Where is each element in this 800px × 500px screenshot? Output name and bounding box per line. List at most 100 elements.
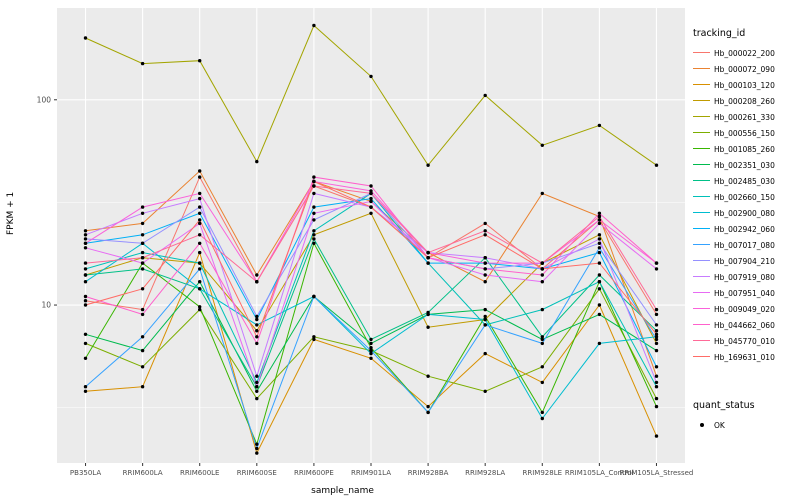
legend-key-line-icon (693, 286, 710, 300)
legend-label: Hb_002942_060 (714, 224, 775, 234)
data-point (312, 175, 316, 179)
data-point (369, 199, 373, 204)
data-point (255, 442, 259, 446)
data-point (140, 335, 145, 339)
data-point (83, 237, 88, 241)
legend-key-line-icon (693, 318, 710, 332)
data-point (426, 325, 430, 329)
data-point (255, 451, 259, 455)
data-point (369, 196, 373, 201)
data-point (483, 267, 487, 271)
data-point (654, 396, 659, 401)
data-point (83, 233, 88, 237)
data-point (540, 365, 544, 369)
data-point (255, 335, 259, 339)
data-point (654, 374, 659, 378)
black-point-icon (693, 418, 710, 432)
legend-entry-Hb_002900_080: Hb_002900_080 (693, 205, 798, 221)
legend-key-line-icon (693, 62, 710, 76)
data-point (83, 332, 88, 336)
data-point (140, 256, 145, 260)
data-point (255, 159, 259, 164)
y-axis-title: FPKM + 1 (6, 191, 16, 235)
data-point (540, 335, 544, 339)
data-point (426, 374, 430, 378)
data-point (312, 211, 316, 215)
data-point (140, 348, 145, 353)
data-point (369, 191, 373, 196)
x-tick-label: RRIM600LA (123, 469, 163, 477)
legend-key-line-icon (693, 190, 710, 204)
x-tick-label: RRIM105LA_Stressed (620, 469, 694, 477)
data-point (426, 410, 430, 415)
legend-label: Hb_007904_210 (714, 256, 775, 266)
data-point (426, 261, 430, 265)
quant-legend-label: OK (714, 420, 725, 430)
data-point (369, 184, 373, 188)
data-point (255, 317, 259, 322)
legend-label: Hb_000022_200 (714, 48, 775, 58)
data-point (140, 267, 145, 271)
legend-label: Hb_007919_080 (714, 272, 775, 282)
data-point (483, 233, 487, 237)
data-point (255, 280, 259, 284)
quant-legend-title: quant_status (693, 400, 755, 411)
data-point (540, 337, 544, 342)
legend-entry-Hb_007904_210: Hb_007904_210 (693, 253, 798, 269)
legend-key-line-icon (693, 350, 710, 364)
data-point (597, 312, 602, 317)
data-point (312, 229, 316, 233)
data-point (483, 389, 487, 393)
legend-entry-Hb_002351_030: Hb_002351_030 (693, 157, 798, 173)
legend-key-line-icon (693, 142, 710, 156)
data-point (255, 323, 259, 327)
x-tick-label: PB350LA (70, 469, 101, 477)
data-point (654, 337, 659, 342)
data-point (255, 385, 259, 389)
data-point (540, 273, 544, 277)
data-point (597, 261, 602, 265)
data-point (83, 356, 88, 360)
data-point (483, 273, 487, 277)
quant-status-legend: quant_status OK (693, 400, 798, 433)
legend-entry-Hb_000072_090: Hb_000072_090 (693, 61, 798, 77)
legend-entry-Hb_007919_080: Hb_007919_080 (693, 269, 798, 285)
data-point (83, 385, 88, 389)
data-point (83, 299, 88, 303)
data-point (198, 261, 202, 265)
quant-legend-entry: OK (693, 417, 798, 433)
data-point (83, 280, 88, 284)
data-point (654, 385, 659, 389)
data-point (483, 261, 487, 265)
data-point (369, 348, 373, 353)
legend-key-line-icon (693, 158, 710, 172)
legend-label: Hb_044662_060 (714, 320, 775, 330)
data-point (369, 205, 373, 209)
data-point (597, 287, 602, 291)
data-point (140, 233, 145, 237)
data-point (83, 389, 88, 393)
data-point (426, 256, 430, 260)
legend-label: Hb_002351_030 (714, 160, 775, 170)
data-point (255, 374, 259, 378)
data-point (597, 246, 602, 250)
legend-entry-Hb_001085_260: Hb_001085_260 (693, 141, 798, 157)
data-point (540, 307, 544, 312)
x-tick-label: RRIM928LA (465, 469, 505, 477)
data-point (483, 323, 487, 327)
data-point (83, 36, 88, 40)
data-point (198, 59, 202, 63)
data-point (198, 191, 202, 196)
legend-label: Hb_009049_020 (714, 304, 775, 314)
data-point (597, 341, 602, 346)
data-point (597, 233, 602, 237)
data-point (369, 351, 373, 356)
legend-key-line-icon (693, 238, 710, 252)
data-point (198, 211, 202, 215)
legend-label: Hb_002485_030 (714, 176, 775, 186)
data-point (540, 416, 544, 421)
data-point (483, 307, 487, 312)
legend-label: Hb_000261_330 (714, 112, 775, 122)
data-point (312, 218, 316, 222)
data-point (597, 221, 602, 226)
